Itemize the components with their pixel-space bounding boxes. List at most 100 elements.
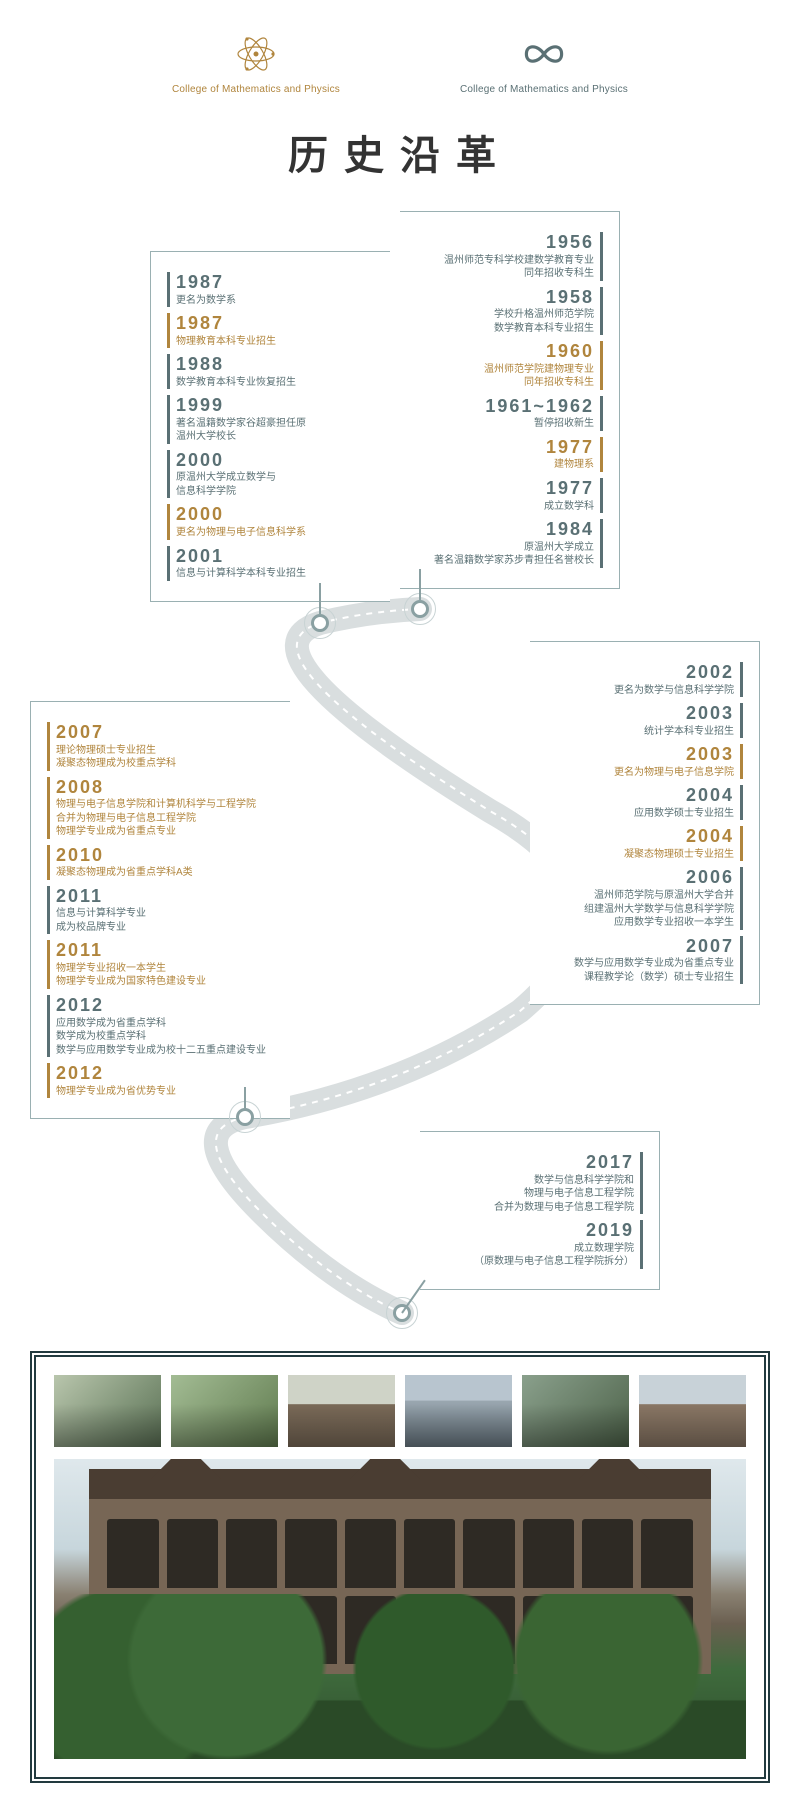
entry-desc: 凝聚态物理硕士专业招生 bbox=[552, 848, 734, 862]
timeline-entry: 1987物理教育本科专业招生 bbox=[167, 313, 374, 348]
timeline-box: 2017数学与信息科学学院和 物理与电子信息工程学院 合并为数理与电子信息工程学… bbox=[420, 1131, 660, 1290]
entry-year: 2007 bbox=[552, 936, 734, 958]
entry-year: 1984 bbox=[422, 519, 594, 541]
entry-desc: 成立数学科 bbox=[422, 500, 594, 514]
timeline-entry: 1977建物理系 bbox=[416, 437, 603, 472]
entry-year: 1960 bbox=[422, 341, 594, 363]
entry-year: 1987 bbox=[176, 272, 368, 294]
entry-desc: 更名为物理与电子信息学院 bbox=[552, 766, 734, 780]
entry-desc: 物理与电子信息学院和计算机科学与工程学院 合并为物理与电子信息工程学院 物理学专… bbox=[56, 798, 268, 839]
entry-year: 1999 bbox=[176, 395, 368, 417]
timeline-entry: 1999著名温籍数学家谷超豪担任原 温州大学校长 bbox=[167, 395, 374, 444]
atom-icon bbox=[232, 30, 280, 78]
entry-year: 2012 bbox=[56, 995, 268, 1017]
entry-year: 1987 bbox=[176, 313, 368, 335]
entry-year: 1956 bbox=[422, 232, 594, 254]
entry-year: 2011 bbox=[56, 940, 268, 962]
timeline-entry: 2012应用数学成为省重点学科 数学成为校重点学科 数学与应用数学专业成为校十二… bbox=[47, 995, 274, 1057]
entry-year: 2002 bbox=[552, 662, 734, 684]
header: College of Mathematics and Physics Colle… bbox=[0, 0, 800, 105]
entry-desc: 更名为数学与信息科学学院 bbox=[552, 684, 734, 698]
entry-year: 2006 bbox=[552, 867, 734, 889]
timeline-entry: 2001信息与计算科学本科专业招生 bbox=[167, 546, 374, 581]
timeline: 1987更名为数学系1987物理教育本科专业招生1988数学教育本科专业恢复招生… bbox=[0, 211, 800, 1331]
timeline-entry: 2006温州师范学院与原温州大学合并 组建温州大学数学与信息科学学院 应用数学专… bbox=[546, 867, 743, 929]
timeline-entry: 1958学校升格温州师范学院 数学教育本科专业招生 bbox=[416, 287, 603, 336]
timeline-entry: 2007理论物理硕士专业招生 凝聚态物理成为校重点学科 bbox=[47, 722, 274, 771]
timeline-entry: 2004应用数学硕士专业招生 bbox=[546, 785, 743, 820]
entry-desc: 学校升格温州师范学院 数学教育本科专业招生 bbox=[422, 308, 594, 335]
logo-left: College of Mathematics and Physics bbox=[172, 30, 340, 95]
timeline-entry: 2012物理学专业成为省优势专业 bbox=[47, 1063, 274, 1098]
timeline-entry: 1961~1962暂停招收新生 bbox=[416, 396, 603, 431]
logo-right: College of Mathematics and Physics bbox=[460, 30, 628, 95]
entry-desc: 物理教育本科专业招生 bbox=[176, 335, 368, 349]
entry-desc: 凝聚态物理成为省重点学科A类 bbox=[56, 866, 268, 880]
timeline-entry: 2000更名为物理与电子信息科学系 bbox=[167, 504, 374, 539]
timeline-box: 2007理论物理硕士专业招生 凝聚态物理成为校重点学科 2008物理与电子信息学院… bbox=[30, 701, 290, 1119]
entry-year: 2004 bbox=[552, 785, 734, 807]
entry-desc: 数学教育本科专业恢复招生 bbox=[176, 376, 368, 390]
timeline-entry: 1988数学教育本科专业恢复招生 bbox=[167, 354, 374, 389]
entry-desc: 信息与计算科学本科专业招生 bbox=[176, 567, 368, 581]
thumbnail bbox=[288, 1375, 395, 1447]
timeline-entry: 1956温州师范专科学校建数学教育专业 同年招收专科生 bbox=[416, 232, 603, 281]
page-title: 历史沿革 bbox=[0, 105, 800, 211]
timeline-box: 1956温州师范专科学校建数学教育专业 同年招收专科生 1958学校升格温州师范学… bbox=[400, 211, 620, 589]
entry-desc: 温州师范专科学校建数学教育专业 同年招收专科生 bbox=[422, 254, 594, 281]
thumbnail bbox=[171, 1375, 278, 1447]
timeline-entry: 2000原温州大学成立数学与 信息科学学院 bbox=[167, 450, 374, 499]
timeline-node bbox=[411, 600, 429, 618]
entry-desc: 应用数学成为省重点学科 数学成为校重点学科 数学与应用数学专业成为校十二五重点建… bbox=[56, 1017, 268, 1058]
photo-section bbox=[30, 1351, 770, 1783]
timeline-entry: 1977成立数学科 bbox=[416, 478, 603, 513]
entry-desc: 理论物理硕士专业招生 凝聚态物理成为校重点学科 bbox=[56, 744, 268, 771]
entry-year: 2007 bbox=[56, 722, 268, 744]
entry-year: 2010 bbox=[56, 845, 268, 867]
thumbnail bbox=[639, 1375, 746, 1447]
entry-desc: 应用数学硕士专业招生 bbox=[552, 807, 734, 821]
entry-desc: 成立数理学院 （原数理与电子信息工程学院拆分） bbox=[442, 1242, 634, 1269]
timeline-entry: 2011信息与计算科学专业 成为校品牌专业 bbox=[47, 886, 274, 935]
timeline-entry: 2007数学与应用数学专业成为省重点专业 课程教学论（数学）硕士专业招生 bbox=[546, 936, 743, 985]
entry-desc: 建物理系 bbox=[422, 458, 594, 472]
entry-desc: 物理学专业成为省优势专业 bbox=[56, 1085, 268, 1099]
timeline-box: 1987更名为数学系1987物理教育本科专业招生1988数学教育本科专业恢复招生… bbox=[150, 251, 390, 602]
thumbnail bbox=[405, 1375, 512, 1447]
timeline-entry: 2003更名为物理与电子信息学院 bbox=[546, 744, 743, 779]
entry-desc: 更名为数学系 bbox=[176, 294, 368, 308]
thumbnail-row bbox=[54, 1375, 746, 1447]
thumbnail bbox=[54, 1375, 161, 1447]
timeline-entry: 2017数学与信息科学学院和 物理与电子信息工程学院 合并为数理与电子信息工程学… bbox=[436, 1152, 643, 1214]
entry-year: 2008 bbox=[56, 777, 268, 799]
entry-year: 1977 bbox=[422, 478, 594, 500]
entry-year: 1977 bbox=[422, 437, 594, 459]
logo-left-label: College of Mathematics and Physics bbox=[172, 84, 340, 95]
entry-desc: 原温州大学成立数学与 信息科学学院 bbox=[176, 471, 368, 498]
timeline-entry: 1984原温州大学成立 著名温籍数学家苏步青担任名誉校长 bbox=[416, 519, 603, 568]
entry-desc: 数学与应用数学专业成为省重点专业 课程教学论（数学）硕士专业招生 bbox=[552, 957, 734, 984]
entry-desc: 数学与信息科学学院和 物理与电子信息工程学院 合并为数理与电子信息工程学院 bbox=[442, 1174, 634, 1215]
timeline-entry: 1987更名为数学系 bbox=[167, 272, 374, 307]
timeline-entry: 2008物理与电子信息学院和计算机科学与工程学院 合并为物理与电子信息工程学院 … bbox=[47, 777, 274, 839]
timeline-node bbox=[236, 1108, 254, 1126]
timeline-entry: 2010凝聚态物理成为省重点学科A类 bbox=[47, 845, 274, 880]
entry-year: 2004 bbox=[552, 826, 734, 848]
entry-year: 2011 bbox=[56, 886, 268, 908]
entry-desc: 统计学本科专业招生 bbox=[552, 725, 734, 739]
entry-year: 2017 bbox=[442, 1152, 634, 1174]
entry-year: 2019 bbox=[442, 1220, 634, 1242]
entry-desc: 著名温籍数学家谷超豪担任原 温州大学校长 bbox=[176, 417, 368, 444]
thumbnail bbox=[522, 1375, 629, 1447]
timeline-entry: 2004凝聚态物理硕士专业招生 bbox=[546, 826, 743, 861]
infinity-icon bbox=[520, 30, 568, 78]
entry-year: 2001 bbox=[176, 546, 368, 568]
timeline-entry: 2002更名为数学与信息科学学院 bbox=[546, 662, 743, 697]
entry-year: 2000 bbox=[176, 504, 368, 526]
entry-desc: 更名为物理与电子信息科学系 bbox=[176, 526, 368, 540]
entry-desc: 原温州大学成立 著名温籍数学家苏步青担任名誉校长 bbox=[422, 541, 594, 568]
entry-desc: 温州师范学院建物理专业 同年招收专科生 bbox=[422, 363, 594, 390]
entry-desc: 物理学专业招收一本学生 物理学专业成为国家特色建设专业 bbox=[56, 962, 268, 989]
entry-year: 2003 bbox=[552, 744, 734, 766]
timeline-entry: 2019成立数理学院 （原数理与电子信息工程学院拆分） bbox=[436, 1220, 643, 1269]
